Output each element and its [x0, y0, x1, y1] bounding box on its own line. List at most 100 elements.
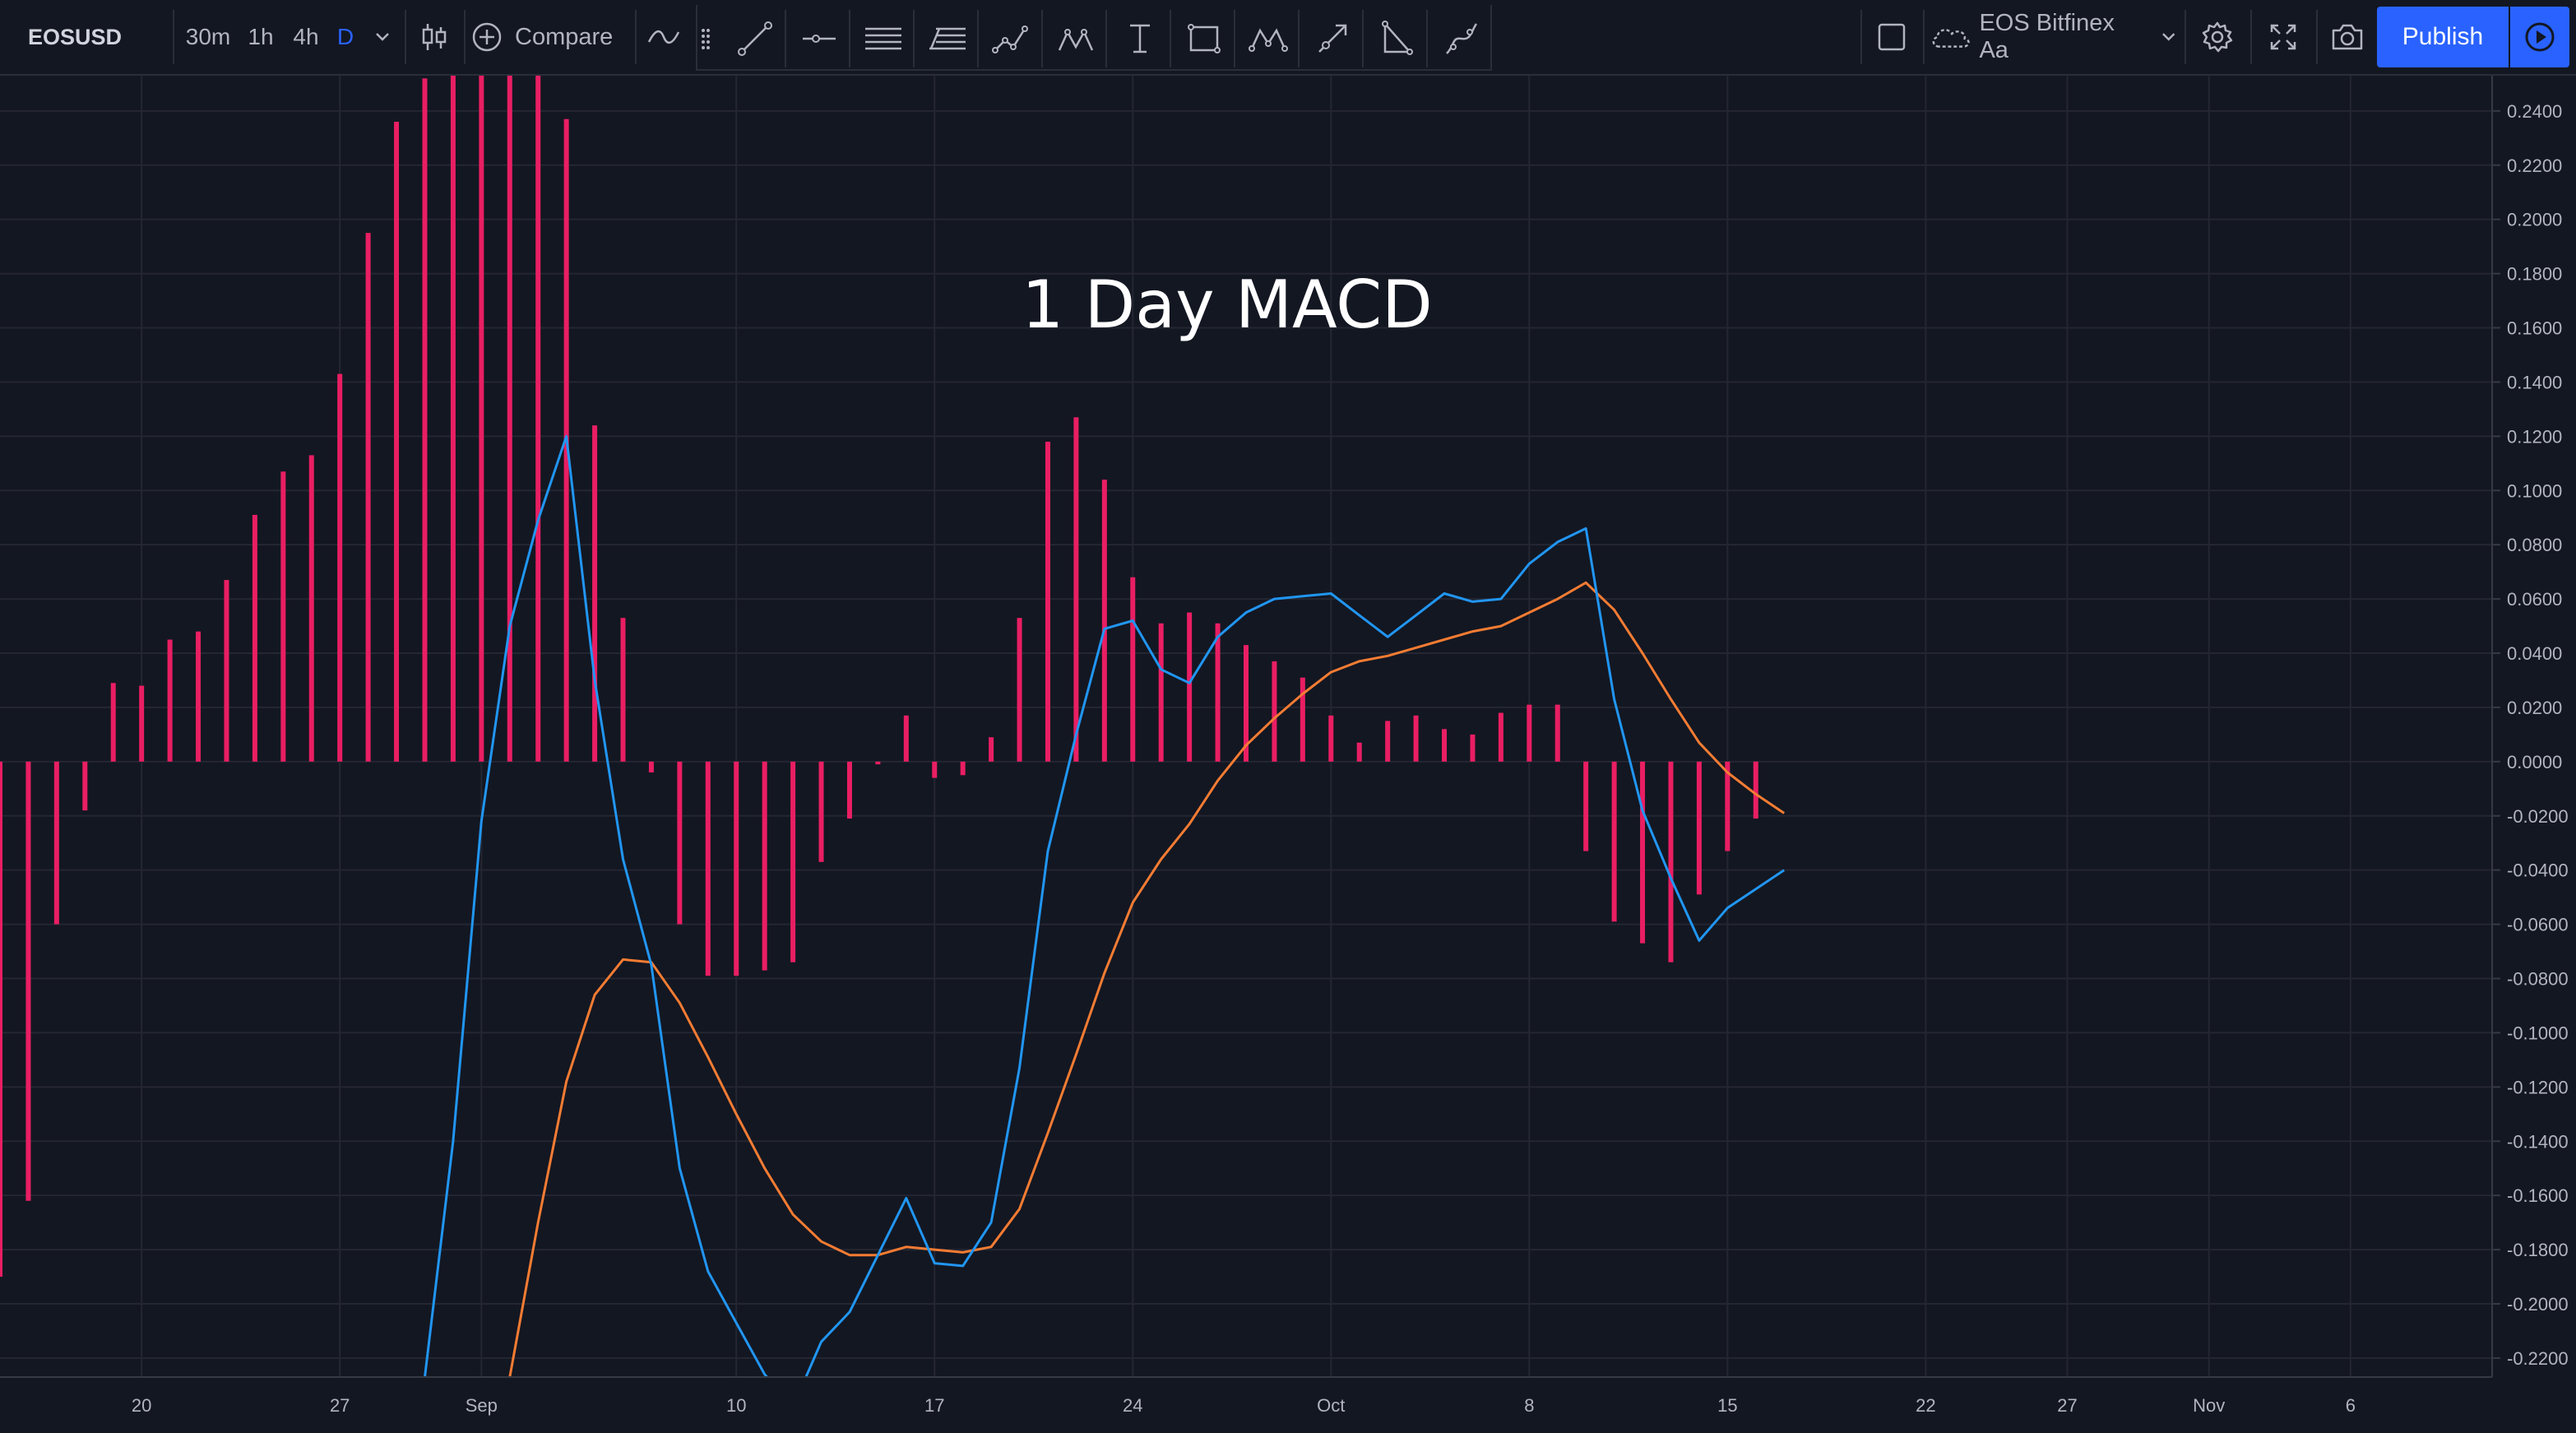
- x-tick-label: 17: [924, 1395, 944, 1416]
- histogram-bar: [450, 76, 456, 762]
- y-tick-label: -0.0800: [2507, 969, 2569, 990]
- play-icon[interactable]: [2510, 7, 2569, 67]
- chevron-down-icon[interactable]: [364, 8, 401, 66]
- text-icon[interactable]: [1110, 10, 1171, 67]
- histogram-bar: [365, 233, 371, 762]
- histogram-bar: [0, 761, 2, 1278]
- xabcd-pattern-icon[interactable]: [1239, 10, 1300, 67]
- y-tick-label: 0.1600: [2507, 318, 2562, 339]
- gear-icon[interactable]: [2191, 8, 2244, 66]
- interval-4h[interactable]: 4h: [293, 24, 319, 49]
- time-scale-panel[interactable]: [0, 1377, 2576, 1433]
- histogram-bar: [1328, 715, 1334, 762]
- indicator-template-select[interactable]: EOS Bitfinex Aa: [1930, 8, 2176, 66]
- histogram-bar: [620, 618, 626, 762]
- histogram-bar: [337, 373, 343, 762]
- fib-retracement-icon[interactable]: [918, 10, 979, 67]
- interval-30m[interactable]: 30m: [185, 24, 231, 49]
- price-scale-panel[interactable]: [2492, 76, 2576, 1433]
- histogram-bar: [1017, 618, 1022, 762]
- histogram-bar: [479, 76, 484, 762]
- y-tick-label: 0.0400: [2507, 643, 2562, 664]
- trend-line-icon[interactable]: [725, 10, 786, 67]
- histogram-bar: [1413, 715, 1419, 762]
- line-chart-icon[interactable]: [642, 8, 686, 66]
- parallel-channel-icon[interactable]: [854, 10, 915, 67]
- macd-chart[interactable]: 0.2400 0.2200 0.2000 0.1800 0.1600 0.1400 0.12…: [0, 76, 2576, 1433]
- histogram-bar: [1442, 729, 1448, 762]
- histogram-bar: [1668, 761, 1674, 962]
- compare-button[interactable]: Compare: [470, 8, 632, 66]
- price-scale-labels: 0.2400 0.2200 0.2000 0.1800 0.1600 0.1400 0.12…: [2492, 101, 2569, 1369]
- candlestick-icon[interactable]: [410, 8, 459, 66]
- y-tick-label: -0.0200: [2507, 806, 2569, 827]
- time-scale-labels: 20 27 Sep 10 17 24 Oct 8 15 22 27 Nov 6: [132, 1395, 2356, 1416]
- x-tick-label: 24: [1123, 1395, 1142, 1416]
- toolbar-divider: [1860, 10, 1862, 64]
- histogram-bar: [846, 761, 852, 819]
- x-tick-label: 27: [330, 1395, 350, 1416]
- histogram-bar: [167, 639, 173, 762]
- histogram-bar: [535, 76, 541, 762]
- histogram-bar: [1696, 761, 1702, 895]
- triangle-icon[interactable]: [1367, 10, 1428, 67]
- symbol-search[interactable]: EOSUSD: [28, 24, 123, 49]
- y-tick-label: 0.0600: [2507, 589, 2562, 610]
- publish-button[interactable]: Publish: [2377, 7, 2509, 67]
- y-tick-label: 0.0200: [2507, 698, 2562, 718]
- histogram-bar: [1101, 480, 1107, 762]
- histogram-bar: [1527, 704, 1532, 762]
- cloud-icon: [1932, 29, 1970, 48]
- histogram-bar: [1215, 623, 1221, 762]
- macd-line: [424, 434, 1786, 1408]
- toolbar-divider: [405, 10, 406, 64]
- histogram-bar: [1073, 417, 1079, 762]
- signal-line: [508, 581, 1786, 1378]
- histogram-bar: [196, 631, 202, 762]
- histogram-bar: [648, 761, 654, 773]
- histogram-bar: [705, 761, 711, 976]
- toolbar-divider: [464, 10, 466, 64]
- drag-handle-icon[interactable]: [697, 10, 714, 67]
- y-tick-label: 0.1200: [2507, 426, 2562, 447]
- histogram-bar: [224, 580, 229, 762]
- y-tick-label: 0.1400: [2507, 372, 2562, 392]
- histogram-bar: [280, 471, 286, 762]
- histogram-bar: [1385, 721, 1391, 762]
- toolbar-divider: [2185, 10, 2186, 64]
- y-tick-label: -0.1600: [2507, 1185, 2569, 1206]
- histogram-bar: [1554, 704, 1560, 762]
- histogram-bar: [1498, 712, 1503, 762]
- y-tick-label: -0.1400: [2507, 1131, 2569, 1152]
- histogram-bar: [932, 761, 938, 778]
- y-tick-label: -0.2200: [2507, 1348, 2569, 1369]
- camera-icon[interactable]: [2323, 8, 2372, 66]
- brush-icon[interactable]: [1431, 10, 1492, 67]
- y-tick-label: 0.0000: [2507, 752, 2562, 772]
- y-tick-label: 0.0800: [2507, 535, 2562, 555]
- histogram-bar: [1272, 661, 1277, 762]
- histogram-bar: [1611, 761, 1617, 922]
- long-position-icon[interactable]: [1303, 10, 1364, 67]
- histogram-bar: [1187, 612, 1193, 762]
- histogram-bar: [53, 761, 59, 925]
- horizontal-ray-icon[interactable]: [790, 10, 850, 67]
- abcd-pattern-icon[interactable]: [1046, 10, 1107, 67]
- fullscreen-icon[interactable]: [2257, 8, 2310, 66]
- y-tick-label: 0.2400: [2507, 101, 2562, 122]
- interval-1h[interactable]: 1h: [248, 24, 274, 49]
- compare-label: Compare: [515, 23, 614, 50]
- interval-d[interactable]: D: [336, 24, 354, 49]
- histogram-bar: [1300, 677, 1305, 762]
- x-tick-label: Nov: [2193, 1395, 2225, 1416]
- square-icon[interactable]: [1867, 8, 1916, 66]
- top-toolbar: EOSUSD 30m 1h 4h D Compare: [0, 0, 2576, 76]
- rectangle-icon[interactable]: [1174, 10, 1235, 67]
- horizontal-gridlines: [0, 109, 2492, 1359]
- histogram-bar: [394, 122, 400, 762]
- x-tick-label: 8: [1524, 1395, 1534, 1416]
- histogram-bar: [1725, 761, 1730, 851]
- drawing-toolbar: [696, 5, 1492, 71]
- pattern-icon[interactable]: [982, 10, 1043, 67]
- histogram-bar: [762, 761, 767, 971]
